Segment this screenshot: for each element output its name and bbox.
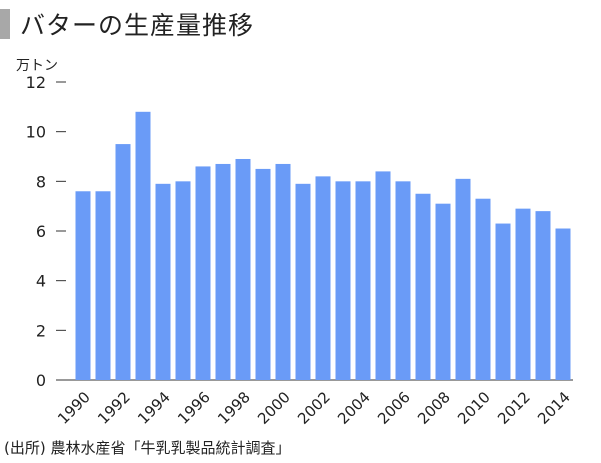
bar-2004: [355, 181, 371, 380]
bar-1997: [215, 163, 231, 380]
bar-1995: [175, 181, 191, 380]
chart-header: バターの生産量推移: [0, 6, 254, 42]
x-tick-label: 1992: [94, 388, 134, 428]
x-tick-label: 1994: [134, 388, 174, 428]
bar-2000: [275, 163, 291, 380]
y-tick-label: 12: [26, 73, 46, 92]
bar-1999: [255, 168, 271, 380]
chart-title: バターの生産量推移: [20, 11, 255, 40]
x-tick-label: 2012: [494, 388, 534, 428]
title-marker: [0, 9, 10, 39]
x-tick-label: 2008: [414, 388, 454, 428]
x-tick-label: 2014: [534, 388, 574, 428]
y-tick-label: 8: [36, 172, 46, 191]
x-tick-label: 2004: [334, 388, 374, 428]
bar-1996: [195, 166, 211, 380]
x-tick-label: 2006: [374, 388, 414, 428]
x-tick-label: 1990: [54, 388, 94, 428]
bar-1998: [235, 158, 251, 380]
bar-1992: [115, 144, 131, 380]
x-tick-label: 2002: [294, 388, 334, 428]
y-tick-label: 2: [36, 321, 46, 340]
y-tick-label: 4: [36, 272, 46, 291]
bar-2002: [315, 176, 331, 380]
x-tick-label: 2010: [454, 388, 494, 428]
bar-2003: [335, 181, 351, 380]
bar-2006: [395, 181, 411, 380]
y-tick-label: 6: [36, 222, 46, 241]
bar-2009: [455, 178, 471, 380]
x-tick-label: 2000: [254, 388, 294, 428]
bar-2008: [435, 203, 451, 380]
bar-2011: [495, 223, 511, 380]
bar-2005: [375, 171, 391, 380]
bar-2010: [475, 198, 491, 380]
y-tick-label: 0: [36, 371, 46, 390]
bar-2001: [295, 183, 311, 380]
bar-1991: [95, 191, 111, 380]
bar-2007: [415, 193, 431, 380]
source-note: (出所) 農林水産省「牛乳乳製品統計調査」: [4, 439, 291, 457]
bar-2012: [515, 208, 531, 380]
y-tick-label: 10: [26, 123, 46, 142]
x-tick-label: 1996: [174, 388, 214, 428]
bar-1990: [75, 191, 91, 380]
x-tick-label: 1998: [214, 388, 254, 428]
bar-1994: [155, 183, 171, 380]
bar-2013: [535, 211, 551, 380]
bar-1993: [135, 111, 151, 381]
bar-2014: [555, 228, 571, 380]
y-axis-unit-label: 万トン: [16, 58, 58, 74]
